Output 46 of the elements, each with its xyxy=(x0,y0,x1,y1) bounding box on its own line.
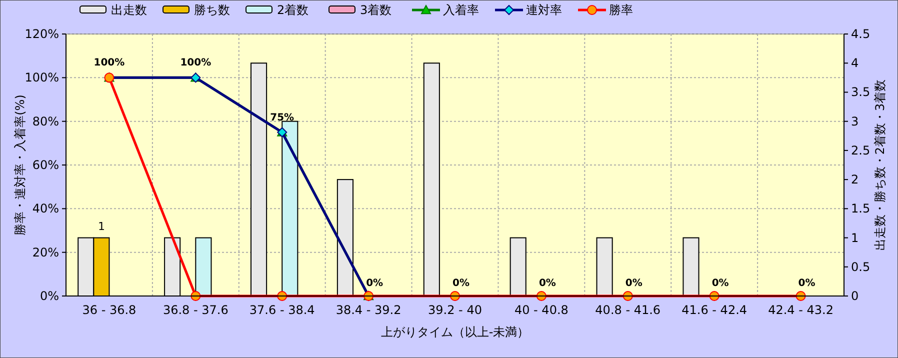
data-label: 1 xyxy=(98,220,105,233)
data-label: 0% xyxy=(366,278,384,289)
y-tick-label: 40% xyxy=(32,202,59,216)
y-tick-label: 120% xyxy=(24,27,59,41)
y-tick-label: 60% xyxy=(32,158,59,172)
x-tick-label: 36.8 - 37.6 xyxy=(162,303,228,317)
y-tick-label: 80% xyxy=(32,114,59,128)
data-label: 75% xyxy=(270,112,294,124)
legend-label: 勝率 xyxy=(609,3,633,17)
legend-label: 2着数 xyxy=(277,3,309,17)
y-tick-label: 0% xyxy=(40,289,59,303)
x-tick-label: 36 - 36.8 xyxy=(82,303,136,317)
y2-tick-label: 0 xyxy=(851,289,859,303)
y2-tick-label: 4.5 xyxy=(851,27,870,41)
y2-tick-label: 1.5 xyxy=(851,202,870,216)
legend-label: 勝ち数 xyxy=(194,3,230,17)
legend-label: 連対率 xyxy=(526,3,562,17)
x-tick-label: 37.6 - 38.4 xyxy=(249,303,315,317)
y2-tick-label: 2 xyxy=(851,172,859,187)
x-tick-label: 40 - 40.8 xyxy=(514,303,568,317)
y2-tick-label: 0.5 xyxy=(851,260,870,274)
y-tick-label: 100% xyxy=(24,70,59,85)
y2-tick-label: 4 xyxy=(851,56,859,70)
x-tick-label: 38.4 - 39.2 xyxy=(336,303,402,317)
legend-label: 3着数 xyxy=(360,3,392,17)
legend-label: 出走数 xyxy=(111,3,147,17)
y-axis-title: 勝率・連対率・入着率(%) xyxy=(13,94,27,236)
y-tick-label: 20% xyxy=(32,245,59,260)
data-label: 100% xyxy=(94,58,125,69)
y2-tick-label: 3 xyxy=(851,114,859,128)
data-label: 100% xyxy=(180,58,212,69)
data-label: 0% xyxy=(625,278,642,289)
x-tick-label: 42.4 - 43.2 xyxy=(768,303,834,317)
y2-tick-label: 2.5 xyxy=(851,143,870,158)
y2-tick-label: 3.5 xyxy=(851,85,870,100)
data-label: 0% xyxy=(712,278,729,289)
x-tick-label: 40.8 - 41.6 xyxy=(595,303,661,317)
legend-label: 入着率 xyxy=(443,3,479,17)
data-label: 0% xyxy=(452,278,470,289)
y2-axis-title: 出走数・勝ち数・2着数・3着数 xyxy=(873,79,887,251)
y2-tick-label: 1 xyxy=(851,230,859,245)
data-label: 0% xyxy=(538,278,556,289)
x-axis-title: 上がりタイム（以上-未満） xyxy=(380,325,530,339)
x-tick-label: 41.6 - 42.4 xyxy=(682,303,748,317)
x-tick-label: 39.2 - 40 xyxy=(428,303,482,317)
data-label: 0% xyxy=(798,278,816,289)
